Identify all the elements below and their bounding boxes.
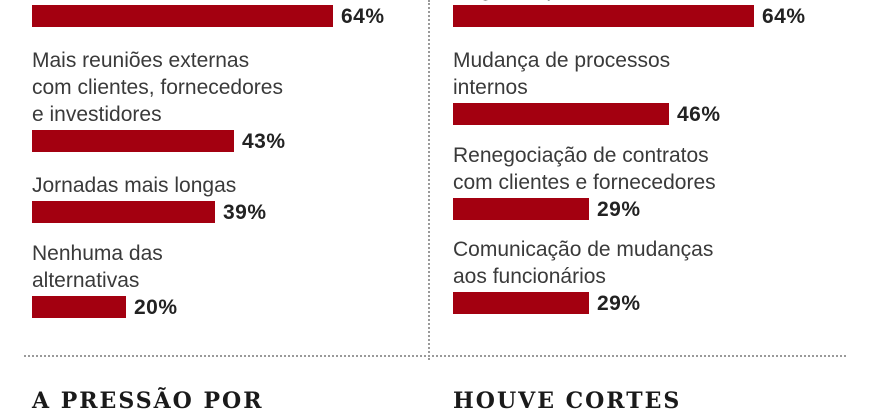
category-label-line: internos (453, 76, 528, 99)
category-label-line: funcionários e acionistas (32, 0, 262, 3)
data-label: 64% (762, 5, 806, 28)
data-label: 46% (677, 103, 721, 126)
category-label: Comunicação de mudanças aos funcionários (453, 236, 713, 290)
bar (32, 5, 333, 27)
data-label: 20% (134, 296, 178, 319)
bar (32, 296, 126, 318)
bar (32, 130, 234, 152)
category-label-line: com clientes, fornecedores (32, 76, 283, 99)
category-label: Renegociação de contratos com clientes e … (453, 142, 716, 196)
category-label-line: Renegociação de contratos (453, 144, 709, 167)
section-title-right: HOUVE CORTES (453, 388, 682, 414)
category-label-line: alternativas (32, 269, 140, 292)
bar (453, 198, 589, 220)
bar (32, 201, 215, 223)
category-label-line: Nenhuma das (32, 242, 163, 265)
category-label: Negócios para 2009 (453, 0, 641, 3)
bar (453, 103, 669, 125)
section-title-left: A PRESSÃO POR (32, 388, 264, 414)
bar (453, 292, 589, 314)
vertical-divider (428, 0, 430, 360)
category-label: Nenhuma das alternativas (32, 240, 163, 294)
data-label: 29% (597, 292, 641, 315)
category-label-line: com clientes e fornecedores (453, 171, 716, 194)
data-label: 43% (242, 130, 286, 153)
horizontal-divider (24, 355, 846, 357)
category-label-line: Negócios para 2009 (453, 0, 641, 3)
category-label: Jornadas mais longas (32, 172, 236, 199)
bar (453, 5, 754, 27)
category-label-line: Comunicação de mudanças (453, 238, 714, 261)
category-label-line: e investidores (32, 103, 162, 126)
category-label: Mais reuniões externas com clientes, forn… (32, 47, 283, 128)
data-label: 29% (597, 198, 641, 221)
category-label-line: Mudança de processos (453, 49, 671, 72)
category-label: Mudança de processos internos (453, 47, 670, 101)
category-label-line: Jornadas mais longas (32, 174, 237, 197)
data-label: 64% (341, 5, 385, 28)
category-label: funcionários e acionistas (32, 0, 262, 3)
category-label-line: aos funcionários (453, 265, 606, 288)
category-label-line: Mais reuniões externas (32, 49, 250, 72)
data-label: 39% (223, 201, 267, 224)
